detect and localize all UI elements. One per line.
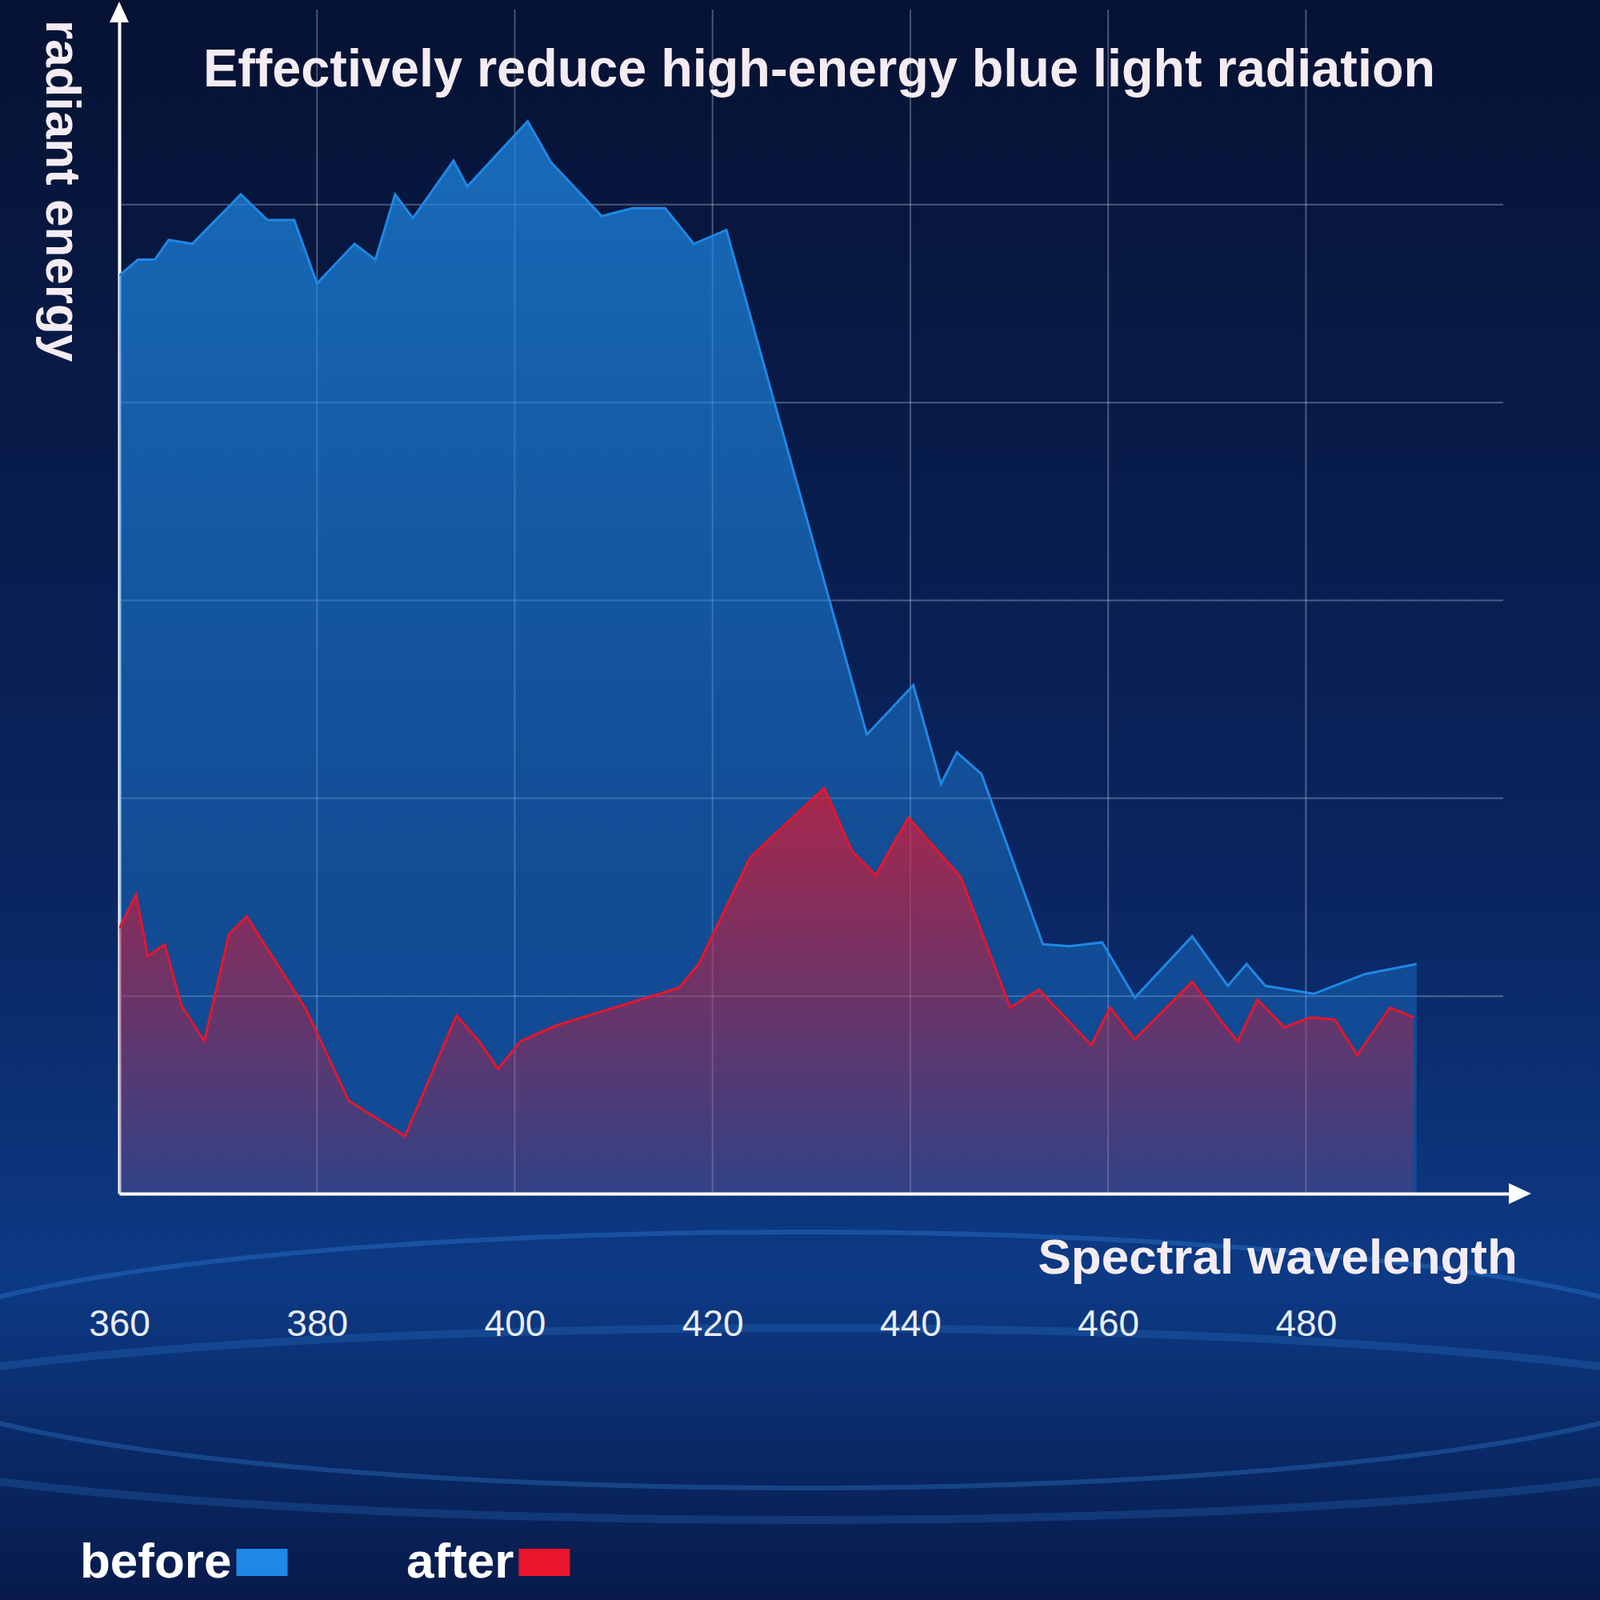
x-tick-label: 360 <box>88 1302 151 1344</box>
x-tick-label: 380 <box>286 1302 348 1344</box>
x-axis-line <box>120 1192 1515 1196</box>
chart: 360 380 400 420 440 460 480 Effectively reduce … <box>0 0 1600 1600</box>
x-tick-label: 460 <box>1077 1302 1140 1344</box>
x-tick: 420 <box>682 1193 744 1344</box>
plot-area <box>119 120 1417 1194</box>
legend-swatch <box>236 1548 288 1576</box>
x-tick: 440 <box>880 1193 942 1344</box>
x-axis-title: Spectral wavelength <box>1037 1228 1518 1284</box>
y-axis <box>119 7 1504 1195</box>
legend-label: before <box>80 1532 232 1588</box>
legend-swatch <box>518 1548 570 1576</box>
x-tick: 400 <box>484 1193 547 1344</box>
x-tick-label: 420 <box>682 1302 744 1344</box>
x-tick-label: 400 <box>484 1302 547 1344</box>
grid-line-y <box>119 204 1504 206</box>
x-tick-label: 440 <box>880 1302 942 1344</box>
legend-label: after <box>406 1532 514 1588</box>
x-tick-label: 480 <box>1276 1302 1338 1344</box>
area-1 <box>119 788 1414 1194</box>
title: Effectively reduce high-energy blue ligh… <box>203 38 1436 98</box>
line-1 <box>119 788 1414 1136</box>
y-arrow <box>109 1 129 23</box>
area-0 <box>119 120 1417 1194</box>
decor-ring <box>0 1328 1600 1520</box>
background <box>0 0 1600 1600</box>
y-axis-title: radiant energy <box>36 20 92 363</box>
x-tick: 360 <box>88 1193 151 1344</box>
x-arrow <box>1508 1183 1532 1204</box>
x-tick: 380 <box>286 1193 348 1344</box>
legend: before after <box>80 1532 570 1588</box>
y-tick <box>119 204 1504 205</box>
